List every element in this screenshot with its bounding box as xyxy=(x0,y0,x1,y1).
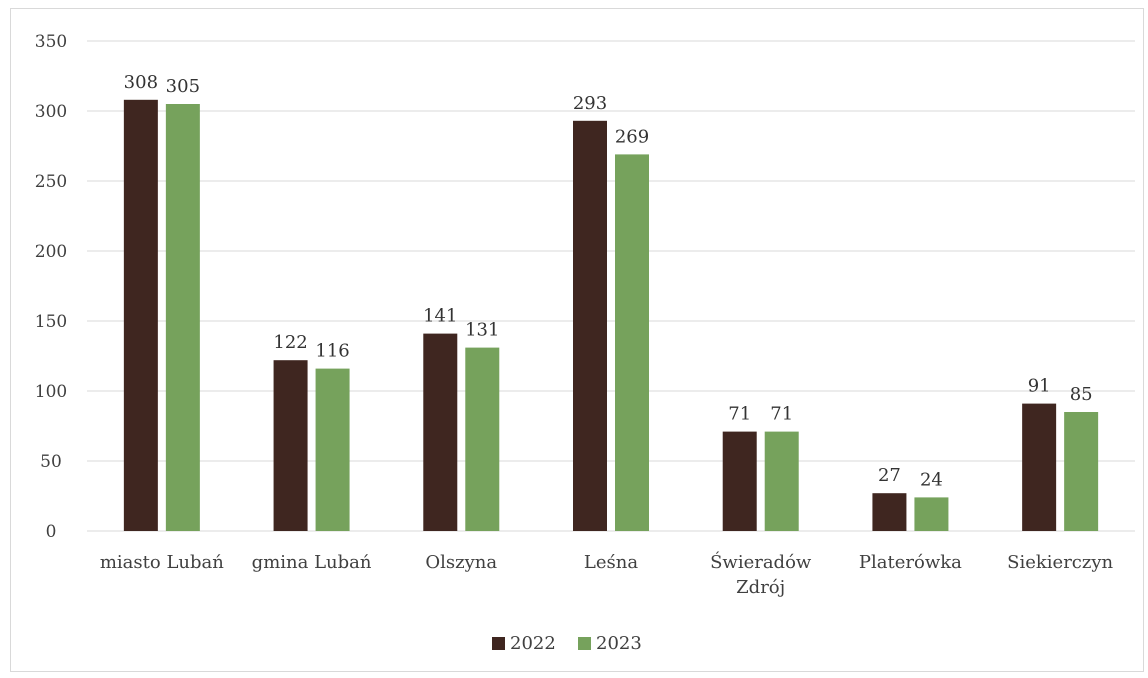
bar-2022 xyxy=(123,99,158,532)
bar-2023 xyxy=(764,431,799,531)
category-label: Siekierczyn xyxy=(1007,552,1113,573)
bar-2023 xyxy=(1064,412,1099,531)
data-label: 71 xyxy=(770,404,793,425)
bars xyxy=(123,99,1099,532)
category-label: Olszyna xyxy=(425,552,497,573)
legend-label: 2022 xyxy=(510,633,556,654)
legend-swatch-2023 xyxy=(578,637,591,650)
category-label: Zdrój xyxy=(736,577,785,598)
data-label: 293 xyxy=(573,93,607,114)
y-tick-label: 0 xyxy=(46,522,57,542)
y-tick-label: 150 xyxy=(35,312,67,332)
bar-2023 xyxy=(615,154,649,531)
bar-2022 xyxy=(722,431,757,531)
bar-2022 xyxy=(872,493,907,531)
data-label: 91 xyxy=(1028,376,1051,397)
data-label: 85 xyxy=(1070,384,1093,405)
bar-2022 xyxy=(423,333,458,531)
data-label: 269 xyxy=(615,126,649,147)
data-label: 131 xyxy=(465,320,499,341)
bar-2023 xyxy=(165,104,200,531)
data-label: 122 xyxy=(273,332,307,353)
category-label: gmina Lubań xyxy=(252,552,372,573)
data-label: 71 xyxy=(728,404,751,425)
y-tick-label: 200 xyxy=(35,242,67,262)
category-label: Świeradów xyxy=(710,550,812,573)
bar-2023 xyxy=(315,368,350,531)
bar-2023 xyxy=(914,497,949,531)
y-tick-label: 50 xyxy=(40,452,62,472)
y-axis-ticks: 0 50 100 150 200 250 300 350 xyxy=(35,32,67,542)
bar-2023 xyxy=(465,347,500,531)
legend-label: 2023 xyxy=(596,633,642,654)
data-labels: 308 305 122 116 141 131 293 269 71 71 27 24 91 85 xyxy=(124,72,1093,491)
bar-2022 xyxy=(273,360,308,531)
data-label: 308 xyxy=(124,72,158,93)
y-tick-label: 300 xyxy=(35,102,67,122)
y-tick-label: 100 xyxy=(35,382,67,402)
gridlines xyxy=(87,40,1135,532)
y-tick-label: 350 xyxy=(35,32,67,52)
y-tick-label: 250 xyxy=(35,172,67,192)
x-axis-categories: miasto Lubań gmina Lubań Olszyna Leśna Świer… xyxy=(100,550,1114,598)
chart-frame: 0 50 100 150 200 250 300 350 308 305 122 116 141 131… xyxy=(10,8,1144,672)
data-label: 305 xyxy=(166,76,200,97)
bar-chart: 0 50 100 150 200 250 300 350 308 305 122 116 141 131… xyxy=(35,32,1135,654)
legend-swatch-2022 xyxy=(492,637,505,650)
data-label: 27 xyxy=(878,465,901,486)
bar-2022 xyxy=(1022,403,1057,531)
bar-2022 xyxy=(573,120,607,532)
category-label: Leśna xyxy=(584,552,638,573)
legend: 2022 2023 xyxy=(492,633,642,654)
data-label: 24 xyxy=(920,469,943,490)
category-label: Platerówka xyxy=(859,552,962,573)
category-label: miasto Lubań xyxy=(100,552,224,573)
data-label: 116 xyxy=(315,341,349,362)
data-label: 141 xyxy=(423,306,457,327)
